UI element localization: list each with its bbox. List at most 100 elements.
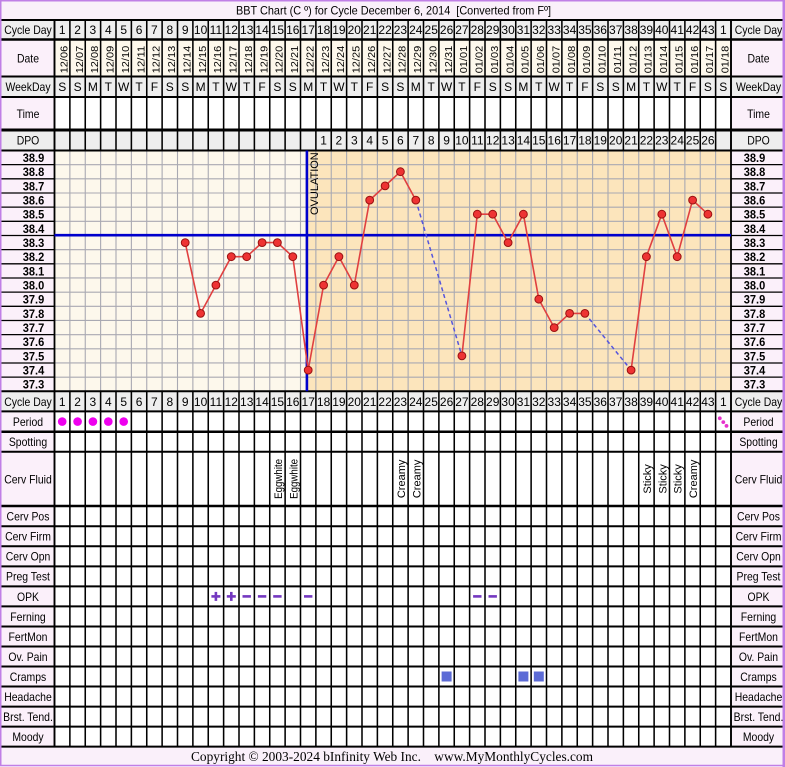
svg-text:Spotting: Spotting bbox=[9, 435, 47, 449]
svg-text:15: 15 bbox=[271, 23, 285, 37]
svg-text:12/11: 12/11 bbox=[135, 46, 147, 74]
svg-text:Date: Date bbox=[17, 51, 39, 65]
svg-text:20: 20 bbox=[348, 395, 362, 409]
svg-text:Headache: Headache bbox=[4, 690, 52, 704]
svg-text:S: S bbox=[596, 80, 604, 94]
svg-text:18: 18 bbox=[578, 134, 592, 148]
svg-text:37.5: 37.5 bbox=[23, 349, 45, 363]
svg-text:11: 11 bbox=[210, 23, 223, 37]
svg-text:OPK: OPK bbox=[748, 590, 770, 604]
svg-text:T: T bbox=[458, 80, 466, 94]
svg-text:25: 25 bbox=[425, 23, 439, 37]
svg-text:19: 19 bbox=[332, 395, 346, 409]
svg-text:T: T bbox=[105, 80, 113, 94]
svg-text:36: 36 bbox=[594, 23, 608, 37]
svg-text:37.8: 37.8 bbox=[23, 307, 45, 321]
svg-text:Cramps: Cramps bbox=[10, 670, 47, 684]
svg-text:2: 2 bbox=[74, 23, 81, 37]
svg-text:Sticky: Sticky bbox=[657, 464, 669, 494]
svg-text:38.7: 38.7 bbox=[23, 179, 45, 193]
svg-text:37.4: 37.4 bbox=[744, 364, 766, 378]
svg-text:01/09: 01/09 bbox=[581, 46, 593, 74]
svg-text:12/30: 12/30 bbox=[427, 46, 439, 74]
svg-text:Cycle Day: Cycle Day bbox=[735, 23, 783, 37]
svg-text:23: 23 bbox=[394, 395, 408, 409]
svg-text:S: S bbox=[612, 80, 620, 94]
svg-text:1: 1 bbox=[59, 395, 66, 409]
svg-text:Brst. Tend.: Brst. Tend. bbox=[3, 710, 53, 724]
svg-text:12: 12 bbox=[486, 134, 500, 148]
svg-text:12/17: 12/17 bbox=[228, 46, 240, 74]
svg-text:DPO: DPO bbox=[747, 134, 770, 148]
svg-text:7: 7 bbox=[151, 395, 158, 409]
svg-text:17: 17 bbox=[563, 134, 577, 148]
svg-text:9: 9 bbox=[443, 134, 450, 148]
svg-text:29: 29 bbox=[486, 395, 500, 409]
svg-text:W: W bbox=[118, 80, 130, 94]
svg-text:01/02: 01/02 bbox=[474, 46, 486, 74]
svg-text:21: 21 bbox=[624, 134, 638, 148]
svg-text:S: S bbox=[74, 80, 82, 94]
svg-text:39: 39 bbox=[640, 395, 654, 409]
svg-text:1: 1 bbox=[720, 395, 727, 409]
svg-text:37.6: 37.6 bbox=[23, 335, 45, 349]
svg-text:Moody: Moody bbox=[12, 730, 43, 744]
svg-text:Cerv Firm: Cerv Firm bbox=[736, 530, 782, 544]
svg-text:14: 14 bbox=[255, 23, 269, 37]
svg-text:10: 10 bbox=[455, 134, 469, 148]
svg-text:5: 5 bbox=[120, 395, 127, 409]
svg-text:Sticky: Sticky bbox=[642, 464, 654, 494]
svg-text:13: 13 bbox=[240, 23, 254, 37]
svg-text:12/27: 12/27 bbox=[381, 46, 393, 74]
svg-text:12/19: 12/19 bbox=[258, 46, 270, 74]
svg-text:38: 38 bbox=[624, 23, 638, 37]
svg-text:26: 26 bbox=[440, 23, 454, 37]
svg-text:37.9: 37.9 bbox=[23, 293, 45, 307]
svg-text:38.4: 38.4 bbox=[744, 222, 766, 236]
svg-text:01/11: 01/11 bbox=[612, 46, 624, 74]
svg-text:Preg Test: Preg Test bbox=[737, 570, 781, 584]
svg-text:7: 7 bbox=[151, 23, 158, 37]
svg-text:38.8: 38.8 bbox=[744, 165, 766, 179]
svg-text:12/22: 12/22 bbox=[304, 46, 316, 74]
svg-text:Period: Period bbox=[13, 415, 43, 429]
svg-text:31: 31 bbox=[517, 395, 531, 409]
svg-text:F: F bbox=[689, 80, 696, 94]
svg-text:M: M bbox=[518, 80, 528, 94]
svg-text:37: 37 bbox=[609, 395, 623, 409]
svg-text:Brst. Tend.: Brst. Tend. bbox=[734, 710, 784, 724]
svg-text:01/03: 01/03 bbox=[489, 46, 501, 74]
svg-text:12/24: 12/24 bbox=[335, 46, 347, 74]
svg-text:21: 21 bbox=[363, 395, 377, 409]
svg-text:F: F bbox=[151, 80, 158, 94]
svg-text:M: M bbox=[303, 80, 313, 94]
svg-text:28: 28 bbox=[471, 23, 485, 37]
svg-text:Headache: Headache bbox=[735, 690, 783, 704]
svg-text:4: 4 bbox=[105, 23, 112, 37]
svg-text:15: 15 bbox=[532, 134, 546, 148]
svg-text:Cerv Fluid: Cerv Fluid bbox=[4, 472, 52, 486]
svg-text:T: T bbox=[674, 80, 682, 94]
svg-text:3: 3 bbox=[90, 395, 97, 409]
svg-text:10: 10 bbox=[194, 23, 208, 37]
svg-text:13: 13 bbox=[240, 395, 254, 409]
svg-text:1: 1 bbox=[720, 23, 727, 37]
svg-text:26: 26 bbox=[440, 395, 454, 409]
svg-text:17: 17 bbox=[302, 23, 316, 37]
svg-text:WeekDay: WeekDay bbox=[736, 80, 781, 94]
svg-text:Moody: Moody bbox=[743, 730, 774, 744]
svg-text:Creamy: Creamy bbox=[688, 459, 700, 498]
svg-text:Period: Period bbox=[743, 415, 773, 429]
svg-text:12/29: 12/29 bbox=[412, 46, 424, 74]
svg-text:Spotting: Spotting bbox=[739, 435, 777, 449]
svg-text:Cerv Firm: Cerv Firm bbox=[5, 530, 51, 544]
svg-text:Copyright © 2003-2024 bInfinit: Copyright © 2003-2024 bInfinity Web Inc.… bbox=[191, 750, 593, 765]
svg-text:8: 8 bbox=[166, 23, 173, 37]
svg-text:38.1: 38.1 bbox=[23, 264, 45, 278]
svg-text:Creamy: Creamy bbox=[411, 459, 423, 498]
svg-text:S: S bbox=[381, 80, 389, 94]
svg-text:01/04: 01/04 bbox=[504, 46, 516, 74]
svg-text:T: T bbox=[212, 80, 220, 94]
svg-text:S: S bbox=[396, 80, 404, 94]
svg-text:37.6: 37.6 bbox=[744, 335, 766, 349]
